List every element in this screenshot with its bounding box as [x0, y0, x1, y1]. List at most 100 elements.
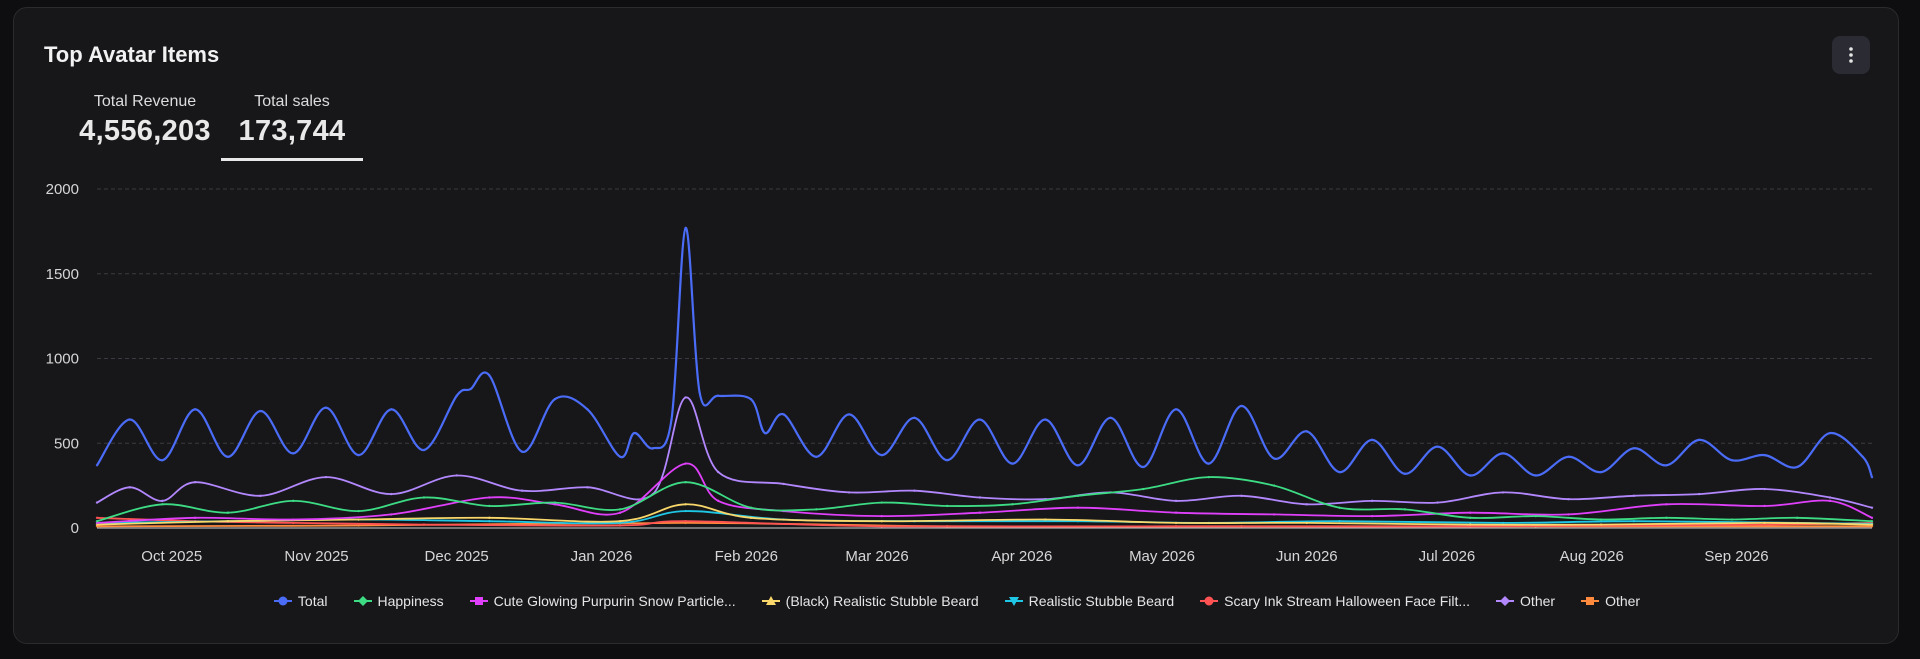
- legend-marker-icon: [1581, 597, 1600, 605]
- data-point: [455, 474, 458, 477]
- kpi-value: 173,744: [238, 115, 346, 147]
- data-point: [95, 521, 99, 525]
- legend-label: Cute Glowing Purpurin Snow Particle...: [493, 593, 736, 609]
- legend-item[interactable]: Happiness: [353, 593, 444, 609]
- data-point: [553, 501, 556, 504]
- kpi-label: Total sales: [254, 93, 330, 110]
- data-point: [1142, 487, 1145, 491]
- series-line: [96, 503, 1873, 526]
- data-point: [193, 516, 197, 520]
- data-point: [698, 391, 701, 394]
- data-point: [1469, 511, 1472, 514]
- data-point: [488, 520, 491, 523]
- data-point: [1665, 516, 1668, 520]
- data-point: [161, 503, 164, 506]
- legend-label: Total: [297, 593, 328, 609]
- data-point: [749, 397, 753, 401]
- data-point: [1870, 525, 1874, 528]
- legend-item[interactable]: Other: [1581, 593, 1640, 609]
- data-point: [684, 509, 687, 513]
- data-point: [1632, 520, 1635, 523]
- data-point: [1305, 521, 1309, 525]
- data-point: [1697, 492, 1701, 496]
- data-point: [324, 406, 328, 409]
- data-point: [1272, 457, 1276, 460]
- data-point: [1567, 513, 1570, 516]
- data-point: [1370, 514, 1374, 518]
- data-point: [913, 416, 916, 420]
- data-point: [632, 431, 636, 435]
- legend-item[interactable]: Realistic Stubble Beard: [1004, 593, 1175, 609]
- data-point: [1665, 503, 1668, 506]
- data-point: [520, 450, 524, 453]
- data-point: [1174, 521, 1178, 525]
- data-point: [1272, 513, 1276, 516]
- data-point: [226, 455, 229, 459]
- data-point: [390, 492, 393, 496]
- kpi-selected-indicator: [221, 158, 363, 161]
- data-point: [1044, 518, 1047, 521]
- series-line: [96, 516, 1873, 528]
- chart-legend: Total Happiness Cute Glowing Purpurin Snow…: [14, 593, 1900, 609]
- data-point: [1632, 447, 1635, 450]
- data-point: [226, 520, 229, 523]
- data-point: [1534, 474, 1537, 477]
- data-point: [1763, 504, 1766, 508]
- legend-marker-icon: [761, 596, 780, 605]
- legend-item[interactable]: Total: [273, 593, 328, 609]
- data-point: [1436, 445, 1439, 448]
- legend-item[interactable]: Scary Ink Stream Halloween Face Filt...: [1200, 593, 1470, 609]
- data-point: [1501, 452, 1505, 455]
- series-line: [96, 462, 1873, 524]
- data-point: [670, 418, 673, 421]
- data-point: [95, 516, 99, 520]
- data-point: [259, 494, 262, 497]
- data-point: [782, 413, 785, 416]
- y-tick-label: 1000: [46, 351, 79, 368]
- more-options-button[interactable]: [1832, 36, 1870, 74]
- data-point: [815, 455, 818, 459]
- x-tick-label: Jun 2026: [1276, 548, 1338, 565]
- data-point: [1044, 418, 1047, 421]
- y-tick-label: 2000: [46, 181, 79, 198]
- kpi-label: Total Revenue: [93, 93, 197, 110]
- data-point: [128, 418, 131, 421]
- data-point: [1828, 499, 1832, 503]
- data-point: [1174, 511, 1178, 514]
- data-point: [357, 453, 360, 457]
- legend-label: Scary Ink Stream Halloween Face Filt...: [1224, 593, 1471, 609]
- data-point: [1469, 516, 1472, 520]
- y-tick-label: 0: [71, 520, 79, 537]
- data-point: [357, 524, 360, 527]
- data-point: [1403, 472, 1407, 475]
- data-point: [324, 475, 328, 479]
- x-tick-label: Oct 2025: [141, 548, 202, 565]
- data-point: [1240, 404, 1243, 408]
- data-point: [193, 481, 197, 484]
- data-point: [291, 521, 295, 525]
- data-point: [95, 525, 99, 528]
- data-point: [1763, 453, 1766, 457]
- legend-item[interactable]: Cute Glowing Purpurin Snow Particle...: [469, 593, 736, 609]
- data-point: [1338, 470, 1341, 474]
- kpi-total-sales[interactable]: Total sales 173,744: [221, 93, 363, 148]
- kpi-value: 4,556,203: [79, 115, 211, 147]
- data-point: [1142, 465, 1145, 469]
- data-point: [684, 521, 687, 525]
- data-point: [291, 499, 295, 503]
- legend-item[interactable]: Other: [1496, 593, 1555, 609]
- data-point: [161, 459, 164, 462]
- legend-label: Realistic Stubble Beard: [1028, 593, 1175, 609]
- data-point: [95, 523, 99, 526]
- data-point: [880, 514, 883, 518]
- x-tick-label: Dec 2025: [425, 548, 489, 565]
- data-point: [1370, 438, 1374, 442]
- data-point: [259, 409, 262, 413]
- legend-marker-icon: [1200, 596, 1219, 606]
- data-point: [1870, 523, 1874, 526]
- legend-item[interactable]: (Black) Realistic Stubble Beard: [761, 593, 979, 609]
- kpi-total-revenue[interactable]: Total Revenue 4,556,203: [50, 93, 240, 148]
- legend-label: Happiness: [377, 593, 444, 609]
- data-point: [520, 489, 524, 492]
- data-point: [422, 523, 426, 526]
